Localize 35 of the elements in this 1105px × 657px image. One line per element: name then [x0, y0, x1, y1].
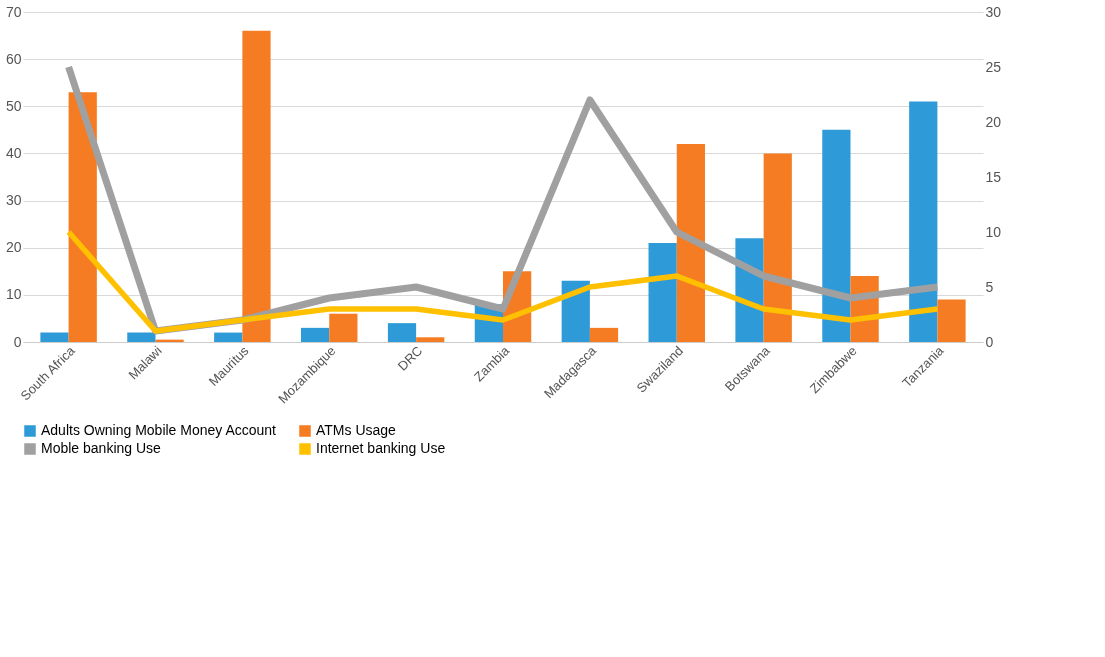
bar: [909, 101, 938, 342]
y2-tick-label: 5: [985, 278, 994, 295]
bar: [242, 30, 271, 342]
bar: [127, 332, 156, 342]
y-tick-label: 60: [5, 50, 22, 67]
bar: [387, 323, 417, 342]
y2-tick-label: 30: [985, 3, 1002, 20]
y-tick-label: 70: [5, 3, 22, 20]
y2-tick-label: 20: [985, 113, 1002, 130]
bar: [301, 327, 330, 342]
y-tick-label: 50: [5, 97, 22, 114]
y2-tick-label: 25: [985, 58, 1002, 75]
y-tick-label: 0: [13, 333, 22, 350]
y2-tick-label: 15: [985, 168, 1002, 185]
legend-label: Adults Owning Mobile Money Account: [41, 422, 277, 438]
y-tick-label: 20: [5, 239, 22, 256]
legend-label: ATMs Usage: [316, 422, 397, 438]
bar: [763, 153, 792, 342]
bar: [648, 243, 677, 342]
bar: [68, 92, 97, 342]
legend-label: Internet banking Use: [316, 440, 446, 456]
legend-label: Moble banking Use: [41, 440, 162, 456]
bar: [416, 337, 445, 342]
y-tick-label: 30: [5, 192, 22, 209]
y2-tick-label: 10: [985, 223, 1002, 240]
bar: [214, 332, 243, 342]
bar: [589, 327, 619, 342]
bar: [937, 299, 966, 342]
bar: [40, 332, 69, 342]
bar: [329, 313, 358, 342]
bar: [822, 129, 851, 342]
bar: [676, 144, 705, 342]
y2-tick-label: 0: [985, 333, 994, 350]
y-tick-label: 10: [5, 286, 22, 303]
y-tick-label: 40: [5, 144, 22, 161]
